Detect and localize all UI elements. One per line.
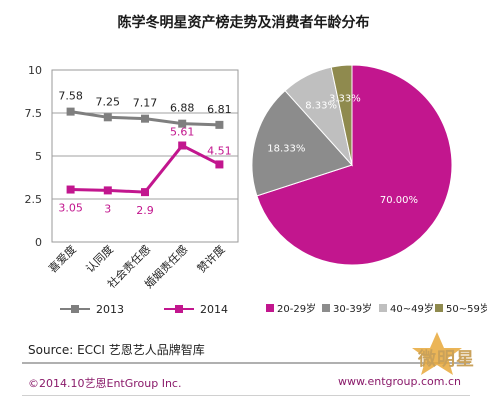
legend-label-2013: 2013 bbox=[96, 303, 124, 316]
data-label-2013: 6.88 bbox=[170, 102, 195, 115]
data-point-2014 bbox=[103, 186, 112, 195]
y-tick-label: 2.5 bbox=[25, 193, 43, 206]
legend-marker-2013 bbox=[71, 305, 79, 313]
source-note: Source: ECCI 艺恩艺人品牌智库 bbox=[28, 343, 205, 357]
data-label-2014: 4.51 bbox=[207, 144, 232, 157]
data-point-2013 bbox=[215, 120, 224, 129]
legend-label-2014: 2014 bbox=[200, 303, 228, 316]
data-point-2013 bbox=[103, 113, 112, 122]
data-point-2014 bbox=[178, 141, 187, 150]
data-point-2013 bbox=[141, 114, 149, 123]
data-point-2014 bbox=[215, 160, 224, 169]
watermark-logo-text: 微明星 bbox=[418, 349, 475, 370]
data-point-2013 bbox=[66, 107, 75, 116]
website-text: www.entgroup.com.cn bbox=[338, 375, 461, 388]
data-label-2013: 7.58 bbox=[58, 90, 83, 103]
pie-slice bbox=[251, 89, 353, 197]
pie-legend-label: 50~59岁 bbox=[446, 302, 487, 315]
pie-legend-swatch bbox=[379, 304, 387, 312]
pie-legend-swatch bbox=[435, 304, 443, 312]
pie-slice bbox=[256, 64, 453, 266]
data-point-2014 bbox=[141, 188, 149, 197]
data-point-2013 bbox=[178, 119, 187, 128]
data-label-2014: 3 bbox=[104, 202, 111, 215]
x-tick-label: 喜爱度 bbox=[45, 242, 78, 275]
data-point-2014 bbox=[66, 185, 75, 194]
chart-title: 陈学冬明星资产榜走势及消费者年龄分布 bbox=[117, 15, 370, 31]
pie-slice bbox=[330, 64, 353, 166]
pie-legend-label: 40~49岁 bbox=[390, 302, 434, 315]
data-label-2013: 7.25 bbox=[96, 95, 121, 108]
legend-marker-2014 bbox=[175, 305, 183, 313]
pie-legend-swatch bbox=[266, 304, 274, 312]
x-tick-label: 赞许度 bbox=[194, 242, 227, 275]
pie-data-label: 8.33% bbox=[305, 100, 337, 111]
pie-data-label: 18.33% bbox=[267, 143, 305, 154]
pie-data-label: 3.33% bbox=[329, 93, 361, 104]
divider-top bbox=[22, 362, 470, 364]
y-tick-label: 0 bbox=[35, 236, 42, 249]
data-label-2013: 6.81 bbox=[207, 103, 232, 116]
pie-legend-swatch bbox=[322, 304, 330, 312]
divider-bottom bbox=[22, 395, 470, 396]
data-label-2013: 7.17 bbox=[133, 97, 158, 110]
x-tick-label: 认同度 bbox=[83, 242, 116, 275]
data-label-2014: 5.61 bbox=[170, 126, 195, 139]
y-tick-label: 5 bbox=[35, 150, 42, 163]
pie-legend-label: 20-29岁 bbox=[277, 302, 316, 315]
data-label-2014: 2.9 bbox=[136, 204, 154, 217]
data-label-2014: 3.05 bbox=[58, 202, 83, 215]
y-tick-label: 7.5 bbox=[25, 107, 43, 120]
pie-data-label: 70.00% bbox=[380, 195, 418, 206]
y-tick-label: 10 bbox=[28, 64, 42, 77]
star-logo-icon bbox=[412, 332, 462, 375]
pie-legend-label: 30-39岁 bbox=[333, 302, 372, 315]
copyright-text: ©2014.10艺恩EntGroup Inc. bbox=[28, 377, 182, 390]
